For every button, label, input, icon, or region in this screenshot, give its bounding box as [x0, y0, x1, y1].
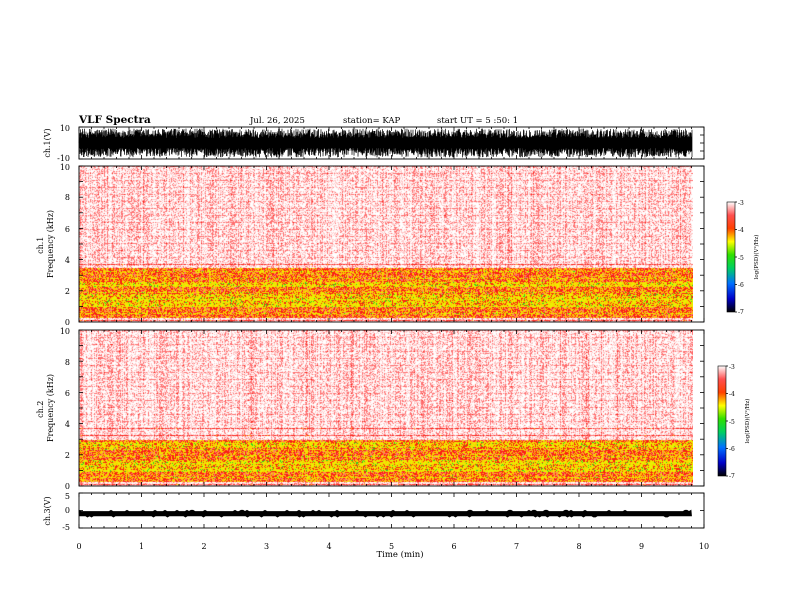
ch2-freq-tick-6: 6 — [65, 389, 70, 398]
x-tick-label-5: 5 — [389, 542, 394, 551]
ch3-ytick-5: 5 — [65, 492, 70, 501]
ch2-cb-tick--6: -6 — [729, 446, 735, 453]
x-tick-label-4: 4 — [326, 542, 331, 551]
ch3-waveform-ylabel: ch.3(V) — [43, 496, 52, 525]
x-tick-label-1: 1 — [139, 542, 144, 551]
x-tick-label-7: 7 — [514, 542, 519, 551]
ch1-freq-tick-4: 4 — [65, 256, 70, 265]
ch1-waveform-panel: 10 -10 ch.1(V) — [43, 124, 705, 163]
ch1-colorbar-scale — [726, 201, 736, 313]
ch1-spectrogram-ticks — [78, 165, 705, 323]
ch2-cb-tick--4: -4 — [729, 391, 735, 398]
x-tick-label-8: 8 — [576, 542, 581, 551]
x-tick-label-6: 6 — [451, 542, 456, 551]
ch1-ytick-bottom: -10 — [57, 154, 70, 163]
ch1-ylabel-frequency: Frequency (kHz) — [46, 210, 55, 278]
ch2-spectrogram-panel: 0 2 4 6 8 10 ch.2 Frequency (kHz) -3 -4 … — [36, 327, 751, 491]
ch1-ytick-top: 10 — [60, 124, 70, 133]
x-axis-tick-labels: 0 1 2 3 4 5 6 7 8 9 10 — [76, 542, 709, 551]
ch1-freq-tick-0: 0 — [65, 318, 70, 327]
ch1-cb-tick--6: -6 — [738, 282, 744, 289]
station-label: station= KAP — [343, 116, 401, 126]
ch1-waveform-ticks — [78, 126, 705, 160]
ch2-freq-tick-10: 10 — [60, 327, 70, 336]
x-tick-label-10: 10 — [699, 542, 709, 551]
ch1-freq-tick-2: 2 — [65, 287, 70, 296]
ch2-freq-tick-8: 8 — [65, 358, 70, 367]
ch2-freq-tick-4: 4 — [65, 420, 70, 429]
date-label: Jul. 26, 2025 — [249, 116, 305, 126]
x-tick-label-0: 0 — [76, 542, 81, 551]
ch1-waveform-ylabel: ch.1(V) — [43, 128, 52, 157]
x-tick-label-9: 9 — [639, 542, 644, 551]
ch1-waveform-trace — [78, 128, 693, 158]
ch3-waveform-panel: 5 0 -5 ch.3(V) — [43, 492, 705, 532]
ch3-waveform-frame — [78, 492, 705, 529]
ch2-spectrogram-ticks — [78, 329, 705, 487]
ch1-freq-tick-10: 10 — [60, 163, 70, 172]
ch1-spectrogram-image — [79, 166, 693, 322]
ch2-cb-tick--3: -3 — [729, 364, 735, 371]
ch2-ylabel-channel: ch.2 — [36, 401, 45, 418]
x-tick-label-3: 3 — [264, 542, 269, 551]
x-axis-label: Time (min) — [376, 549, 423, 560]
ch2-spectrogram-image — [79, 330, 693, 486]
ch2-colorbar-scale — [717, 365, 727, 477]
ch2-freq-tick-0: 0 — [65, 482, 70, 491]
ch1-spectrogram-ylabel: ch.1 Frequency (kHz) — [36, 210, 55, 278]
ch2-cb-tick--5: -5 — [729, 419, 735, 426]
ch1-cb-tick--3: -3 — [738, 200, 744, 207]
ch1-cb-tick--4: -4 — [738, 227, 744, 234]
start-time-label: start UT = 5 :50: 1 — [437, 116, 518, 126]
ch1-cb-tick--7: -7 — [738, 309, 744, 316]
ch2-ylabel-frequency: Frequency (kHz) — [46, 374, 55, 442]
ch2-colorbar-label: log(PSD)(V²/Hz) — [744, 399, 751, 444]
ch1-colorbar: -3 -4 -5 -6 -7 log(PSD)(V²/Hz) — [726, 200, 760, 316]
ch1-freq-tick-8: 8 — [65, 193, 70, 202]
ch1-spectrogram-panel: 0 2 4 6 8 10 ch.1 Frequency (kHz) -3 -4 … — [36, 163, 760, 327]
ch1-freq-tick-6: 6 — [65, 225, 70, 234]
ch3-ytick-0: 0 — [65, 506, 70, 515]
ch1-ylabel-channel: ch.1 — [36, 237, 45, 254]
ch1-cb-tick--5: -5 — [738, 255, 744, 262]
ch2-colorbar-ticks — [726, 365, 728, 477]
ch2-cb-tick--7: -7 — [729, 473, 735, 480]
ch1-colorbar-ticks — [735, 201, 737, 313]
ch2-spectrogram-ylabel: ch.2 Frequency (kHz) — [36, 374, 55, 442]
figure-title: VLF Spectra — [78, 114, 151, 126]
ch1-colorbar-label: log(PSD)(V²/Hz) — [753, 235, 760, 280]
ch3-ytick--5: -5 — [62, 523, 70, 532]
ch3-waveform-trace — [78, 509, 692, 518]
ch2-colorbar: -3 -4 -5 -6 -7 log(PSD)(V²/Hz) — [717, 364, 751, 480]
x-tick-label-2: 2 — [201, 542, 206, 551]
ch3-waveform-ticks — [78, 492, 705, 529]
ch2-freq-tick-2: 2 — [65, 451, 70, 460]
